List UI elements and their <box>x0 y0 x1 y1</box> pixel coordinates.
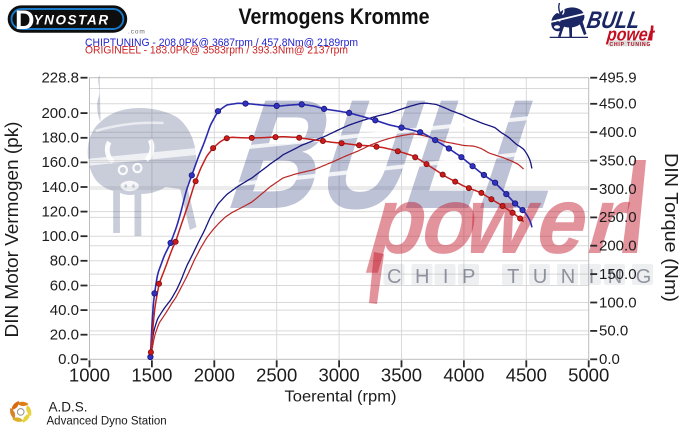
svg-text:CHIP TUNING: CHIP TUNING <box>387 266 665 288</box>
svg-text:228.8: 228.8 <box>41 70 79 87</box>
svg-text:4500: 4500 <box>506 364 547 385</box>
svg-text:Toerental (rpm): Toerental (rpm) <box>285 389 397 406</box>
svg-text:80.0: 80.0 <box>50 253 79 270</box>
svg-text:power: power <box>605 23 656 44</box>
svg-text:350.0: 350.0 <box>599 152 637 169</box>
svg-text:0.0: 0.0 <box>58 351 79 368</box>
svg-text:180.0: 180.0 <box>41 130 79 147</box>
svg-text:DIN Motor Vermogen (pk): DIN Motor Vermogen (pk) <box>2 122 22 338</box>
svg-text:.com: .com <box>128 28 146 35</box>
svg-text:CHIP TUNING: CHIP TUNING <box>610 42 652 48</box>
svg-text:200.0: 200.0 <box>41 105 79 122</box>
svg-text:2500: 2500 <box>256 364 297 385</box>
svg-text:250.0: 250.0 <box>599 209 637 226</box>
svg-text:1500: 1500 <box>131 364 172 385</box>
svg-text:5000: 5000 <box>568 364 609 385</box>
svg-text:20.0: 20.0 <box>50 327 79 344</box>
svg-text:3500: 3500 <box>381 364 422 385</box>
svg-text:CHIPTUNING - 208.0PK@ 3687rpm: CHIPTUNING - 208.0PK@ 3687rpm / 457.8Nm@… <box>85 37 358 49</box>
svg-text:160.0: 160.0 <box>41 154 79 171</box>
svg-text:50.0: 50.0 <box>599 323 628 340</box>
svg-text:495.9: 495.9 <box>599 70 637 87</box>
svg-text:YNOSTAR: YNOSTAR <box>34 12 110 27</box>
svg-text:100.0: 100.0 <box>599 294 637 311</box>
svg-text:60.0: 60.0 <box>50 277 79 294</box>
svg-text:ORIGINEEL - 183.0PK@ 3583rpm: ORIGINEEL - 183.0PK@ 3583rpm / 393.3Nm@ … <box>85 45 348 57</box>
svg-text:120.0: 120.0 <box>41 203 79 220</box>
svg-text:Advanced Dyno Station: Advanced Dyno Station <box>47 416 167 428</box>
svg-text:DIN Torque (Nm): DIN Torque (Nm) <box>661 153 681 302</box>
svg-text:BULL: BULL <box>585 6 642 33</box>
svg-text:D: D <box>15 5 35 35</box>
svg-text:3000: 3000 <box>319 364 360 385</box>
svg-text:1000: 1000 <box>69 364 110 385</box>
svg-text:power: power <box>365 168 634 274</box>
svg-text:Vermogens Kromme: Vermogens Kromme <box>239 4 430 29</box>
svg-text:40.0: 40.0 <box>50 302 79 319</box>
svg-text:140.0: 140.0 <box>41 179 79 196</box>
svg-text:450.0: 450.0 <box>599 96 637 113</box>
svg-text:400.0: 400.0 <box>599 124 637 141</box>
svg-text:100.0: 100.0 <box>41 228 79 245</box>
svg-text:2000: 2000 <box>194 364 235 385</box>
svg-text:150.0: 150.0 <box>599 266 637 283</box>
svg-text:0.0: 0.0 <box>599 351 620 368</box>
svg-text:300.0: 300.0 <box>599 181 637 198</box>
svg-text:4000: 4000 <box>443 364 484 385</box>
svg-text:A.D.S.: A.D.S. <box>49 400 88 415</box>
svg-text:200.0: 200.0 <box>599 238 637 255</box>
